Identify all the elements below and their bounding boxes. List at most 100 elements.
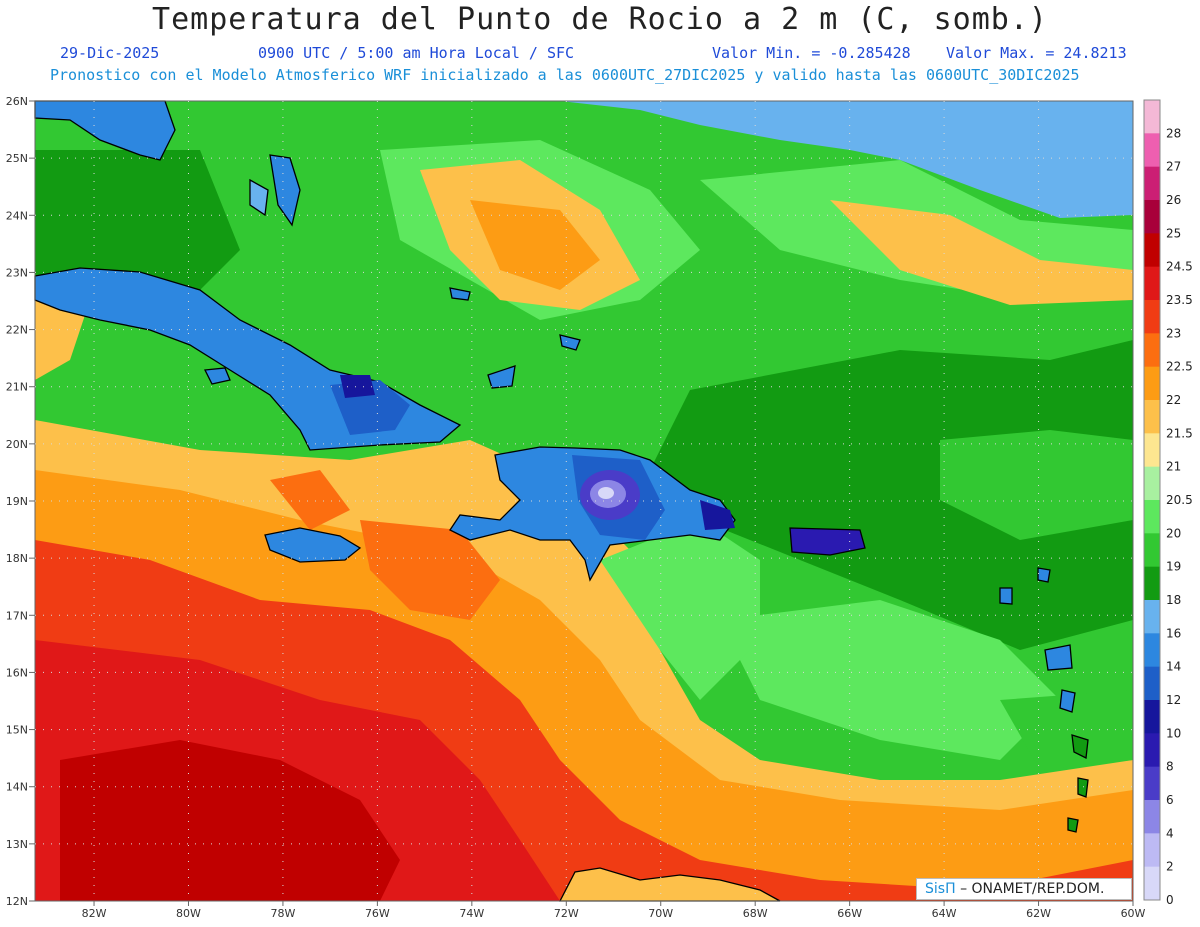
colorbar-label: 23 (1166, 326, 1181, 340)
lon-tick-label: 72W (554, 907, 579, 920)
puerto-rico-island (789, 527, 866, 556)
colorbar-swatch (1144, 100, 1160, 134)
st-lucia-island (1071, 734, 1089, 759)
colorbar-swatch (1144, 733, 1160, 768)
forecast-time: 0900 UTC / 5:00 am Hora Local / SFC (258, 44, 575, 62)
colorbar-swatch (1144, 333, 1160, 368)
org-label: – ONAMET/REP.DOM. (960, 881, 1105, 897)
colorbar-swatch (1144, 466, 1160, 501)
colorbar-label: 20.5 (1166, 493, 1193, 507)
colorbar-swatch (1144, 600, 1160, 634)
colorbar-label: 22 (1166, 393, 1181, 407)
lon-tick-label: 64W (932, 907, 957, 920)
colorbar-label: 18 (1166, 593, 1181, 607)
colorbar-swatch (1144, 700, 1160, 734)
max-value: Valor Max. = 24.8213 (946, 44, 1127, 62)
colorbar-swatch (1144, 433, 1160, 468)
colorbar-label: 16 (1166, 626, 1181, 640)
colorbar-label: 6 (1166, 793, 1174, 807)
colorbar-label: 10 (1166, 726, 1181, 740)
lon-tick-label: 66W (837, 907, 862, 920)
lat-tick-label: 14N (6, 781, 28, 794)
martinique-island (1059, 689, 1076, 713)
lon-tick-label: 82W (82, 907, 107, 920)
colorbar-label: 25 (1166, 226, 1181, 240)
colorbar-frame (1143, 99, 1161, 901)
lon-tick-label: 78W (270, 907, 295, 920)
colorbar-label: 12 (1166, 693, 1181, 707)
colorbar-label: 26 (1166, 193, 1181, 207)
colorbar-label: 0 (1166, 893, 1174, 907)
map-title: Temperatura del Punto de Rocio a 2 m (C,… (152, 2, 1048, 37)
colorbar-swatch (1144, 166, 1160, 201)
colorbar-swatch (1144, 266, 1160, 301)
lat-tick-label: 15N (6, 724, 28, 737)
colorbar-label: 21.5 (1166, 426, 1193, 440)
lat-tick-label: 20N (6, 438, 28, 451)
colorbar-swatch (1144, 866, 1160, 901)
isla-juventud (203, 367, 231, 385)
min-value: Valor Min. = -0.285428 (712, 44, 911, 62)
colorbar-label: 8 (1166, 760, 1174, 774)
colorbar-swatch (1144, 300, 1160, 334)
lat-tick-label: 16N (6, 666, 28, 679)
colorbar-swatch (1144, 133, 1160, 168)
colorbar-swatch (1144, 766, 1160, 801)
land-masses (34, 100, 1089, 902)
lat-tick-label: 19N (6, 495, 28, 508)
lon-tick-label: 74W (459, 907, 484, 920)
colorbar-swatch (1144, 666, 1160, 701)
colorbar-swatch (1144, 233, 1160, 268)
lat-tick-label: 18N (6, 552, 28, 565)
credit-badge: SisΠ – ONAMET/REP.DOM. (916, 878, 1132, 900)
lat-tick-label: 24N (6, 209, 28, 222)
lat-lon-grid (35, 101, 1133, 901)
florida-peninsula (34, 100, 176, 161)
colorbar-label: 22.5 (1166, 360, 1193, 374)
model-info: Pronostico con el Modelo Atmosferico WRF… (50, 66, 1080, 84)
forecast-date: 29-Dic-2025 (60, 44, 160, 62)
guadeloupe-island (1044, 644, 1073, 671)
sispi-logo: SisΠ (925, 881, 956, 897)
andros-island (269, 154, 301, 227)
colorbar-swatch (1144, 833, 1160, 868)
lon-tick-label: 70W (648, 907, 673, 920)
colorbar-swatch (1144, 633, 1160, 668)
lat-tick-label: 21N (6, 381, 28, 394)
lon-tick-label: 80W (176, 907, 201, 920)
colorbar-label: 24.5 (1166, 260, 1193, 274)
colorbar-label: 2 (1166, 860, 1174, 874)
colorbar-swatch (1144, 500, 1160, 534)
colorbar-swatch (1144, 800, 1160, 834)
colorbar-swatch (1144, 200, 1160, 234)
lon-tick-label: 76W (365, 907, 390, 920)
lat-tick-label: 23N (6, 266, 28, 279)
colorbar-label: 20 (1166, 526, 1181, 540)
colorbar-legend: 2827262524.523.52322.52221.52120.5201918… (1143, 99, 1193, 907)
lat-tick-label: 12N (6, 895, 28, 908)
lat-tick-label: 22N (6, 324, 28, 337)
colorbar-label: 27 (1166, 160, 1181, 174)
axis-tick-labels: 26N 25N 24N 23N 22N 21N 20N 19N 18N 17N 16N 15N 14N 1… (6, 95, 1146, 920)
colorbar-label: 21 (1166, 460, 1181, 474)
colorbar-swatch (1144, 400, 1160, 434)
colorbar-label: 4 (1166, 826, 1174, 840)
lon-tick-label: 60W (1121, 907, 1146, 920)
colorbar-label: 28 (1166, 126, 1181, 140)
lat-tick-label: 17N (6, 609, 28, 622)
colorbar-label: 23.5 (1166, 293, 1193, 307)
inagua-island (487, 365, 516, 389)
lat-tick-label: 26N (6, 95, 28, 108)
colorbar-swatch (1144, 366, 1160, 401)
lon-tick-label: 68W (743, 907, 768, 920)
lat-tick-label: 25N (6, 152, 28, 165)
lat-tick-label: 13N (6, 838, 28, 851)
lon-tick-label: 62W (1026, 907, 1051, 920)
colorbar-label: 14 (1166, 660, 1181, 674)
colorbar-swatch (1144, 566, 1160, 601)
jamaica-island (264, 527, 362, 563)
colorbar-swatch (1144, 533, 1160, 568)
colorbar-label: 19 (1166, 560, 1181, 574)
south-america-coast (558, 867, 781, 902)
